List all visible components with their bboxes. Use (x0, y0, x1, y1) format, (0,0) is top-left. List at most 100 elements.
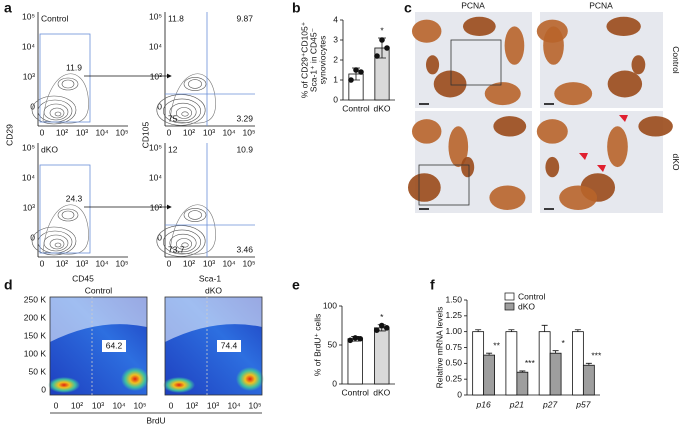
y-tick-label: 10³ (150, 202, 162, 212)
gate-value: 64.2 (106, 340, 123, 350)
contour (176, 238, 193, 250)
contour (163, 98, 202, 124)
contour (181, 111, 189, 117)
contour (61, 79, 75, 89)
y-tick-label: 200 K (24, 312, 47, 322)
x-tick-label: 0 (40, 127, 45, 137)
contour (169, 233, 197, 253)
contour (31, 95, 77, 125)
data-point (373, 327, 380, 333)
y-axis-label: CD29 (4, 124, 14, 146)
x-tick-label: 10³ (203, 127, 215, 137)
significance: * (561, 338, 565, 348)
contour (176, 107, 193, 119)
contour (31, 226, 77, 256)
x-tick-label: dKO (373, 387, 390, 397)
inset-box (418, 164, 470, 206)
contour (169, 102, 197, 122)
y-axis-label: % of BrdU⁺ cells (312, 314, 322, 377)
gate-value: 74.4 (221, 340, 238, 350)
error-bar (475, 329, 482, 332)
y-tick-label: 10³ (23, 202, 35, 212)
x-tick-label: Control (342, 387, 370, 397)
x-tick-label: 10³ (76, 127, 88, 137)
bar (483, 354, 495, 396)
y-tick-label: 1.00 (445, 326, 462, 336)
x-tick-label: Control (342, 103, 370, 113)
contour (49, 238, 65, 250)
contour (57, 77, 79, 91)
stain (407, 173, 441, 202)
x-axis-label: Sca-1 (199, 273, 221, 283)
contour (156, 94, 206, 126)
y-tick-label: 0 (333, 94, 338, 104)
x-tick-label: 10⁵ (116, 127, 129, 137)
y-tick-label: 150 K (24, 330, 47, 340)
gate-box (102, 340, 126, 352)
density-sparse (165, 297, 262, 342)
contour (169, 204, 216, 255)
bar (572, 331, 584, 396)
density-hot (48, 377, 80, 393)
column-title: PCNA (589, 0, 613, 10)
legend-swatch (504, 302, 515, 311)
y-axis-label: Relative mRNA levels (434, 307, 444, 389)
x-axis-label: CD45 (72, 273, 94, 283)
stain (607, 126, 628, 168)
y-axis-label: CD105 (140, 122, 150, 149)
bar (549, 352, 562, 396)
stain (638, 116, 673, 137)
contour (43, 234, 69, 252)
density-hot (163, 377, 195, 393)
error-bar (486, 352, 493, 356)
y-tick-label: 2 (333, 54, 338, 64)
error-bar (508, 329, 515, 332)
x-tick-label: p27 (542, 399, 557, 409)
y-tick-label: 50 K (29, 366, 47, 376)
quadrant-value: 73.7 (168, 244, 185, 254)
data-point (357, 335, 364, 342)
contour (61, 210, 75, 220)
y-tick-label: 10⁵ (22, 11, 35, 21)
density-sparse (50, 297, 147, 342)
y-tick-label: 10⁴ (22, 172, 35, 182)
contour (183, 208, 207, 222)
significance: *** (591, 351, 602, 361)
y-tick-label: 0 (41, 384, 46, 394)
error-bar (574, 329, 581, 332)
stain (631, 55, 646, 75)
stain (489, 185, 526, 210)
y-tick-label: 50 (328, 339, 338, 349)
data-point (358, 69, 364, 75)
x-tick-label: 10⁵ (116, 258, 129, 268)
row-label: Control (671, 46, 681, 74)
x-tick-label: 10⁵ (243, 127, 256, 137)
stain (493, 116, 527, 137)
contour (42, 204, 89, 255)
y-tick-label: 100 (323, 300, 337, 310)
contour (181, 242, 189, 248)
frame (164, 296, 263, 396)
stain (559, 185, 598, 210)
bar (472, 331, 485, 396)
x-tick-label: 10⁴ (227, 400, 240, 410)
quadrant-value: 10.9 (236, 144, 253, 154)
x-tick-label: dKO (373, 103, 390, 113)
column-title: PCNA (461, 0, 485, 10)
x-tick-label: 10³ (203, 258, 215, 268)
y-tick-label: 0.75 (445, 342, 462, 352)
contour (156, 225, 206, 257)
x-tick-label: 10² (56, 258, 68, 268)
contour (188, 79, 202, 89)
stain (554, 82, 593, 106)
data-point (348, 77, 354, 83)
group-label: dKO (205, 285, 222, 295)
x-tick-label: 0 (40, 258, 45, 268)
quadrant-value: 12 (168, 144, 178, 154)
x-tick-label: 10³ (207, 400, 219, 410)
quadrant-value: 9.87 (236, 13, 253, 23)
y-axis-label: Sca-1⁺ in CD45⁻ (308, 27, 318, 92)
quadrant-value: 3.29 (236, 113, 253, 123)
y-tick-label: 1 (333, 74, 338, 84)
